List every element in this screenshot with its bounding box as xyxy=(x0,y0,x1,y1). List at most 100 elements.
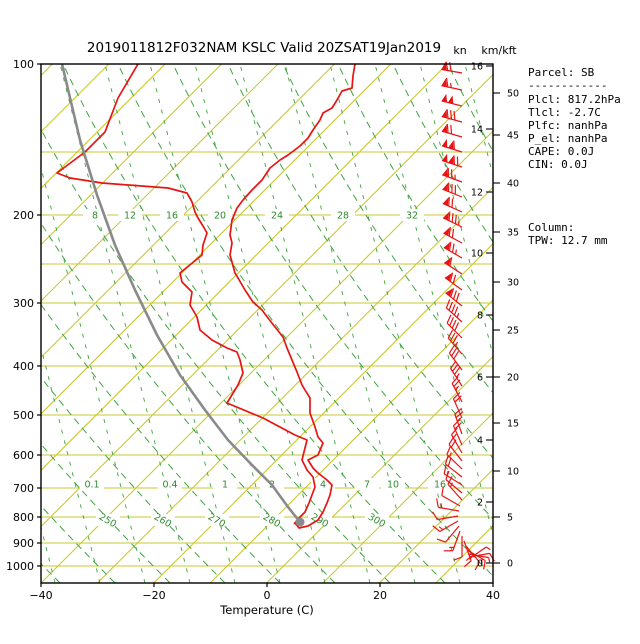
label-mask xyxy=(205,514,229,526)
isoline-value-label: 12 xyxy=(124,211,136,222)
kft-tick-label: 45 xyxy=(507,131,519,142)
wind-barb xyxy=(444,455,463,478)
isotherm-line xyxy=(41,64,166,189)
panel-line-tlcl: Tlcl: -2.7C xyxy=(528,106,601,119)
isoline-value-label: 24 xyxy=(271,211,283,222)
wind-barb xyxy=(443,227,463,244)
dry-adiabat-line xyxy=(172,64,493,520)
isotherm-line xyxy=(41,64,222,246)
dry-adiabat-line xyxy=(41,128,391,583)
temp-tick-label: −40 xyxy=(29,589,52,602)
wind-barb xyxy=(444,272,463,291)
wind-barb xyxy=(445,288,463,307)
temp-tick-label: 0 xyxy=(264,589,271,602)
parcel-origin-marker xyxy=(295,517,305,527)
wind-barb xyxy=(442,167,463,183)
isotherm-line xyxy=(41,73,493,528)
wind-barb xyxy=(447,329,463,355)
panel-line-parcel: Parcel: SB xyxy=(528,66,595,79)
mixing-ratio-line xyxy=(374,64,493,537)
mixing-ratio-line xyxy=(41,345,101,583)
kft-tick-label: 20 xyxy=(507,373,519,384)
pressure-tick-label: 600 xyxy=(13,449,34,462)
wind-barb xyxy=(436,498,460,512)
wind-barb xyxy=(446,314,463,339)
wind-barb xyxy=(450,360,463,387)
chart-title: 2019011812F032NAM KSLC Valid 20ZSAT19Jan… xyxy=(87,40,441,56)
dry-adiabat-line xyxy=(62,64,446,583)
isoline-value-label: 0.4 xyxy=(162,480,177,491)
km-tick-label: 6 xyxy=(477,373,483,384)
label-mask xyxy=(158,478,182,490)
pressure-tick-label: 800 xyxy=(13,511,34,524)
wind-units-label: kn xyxy=(453,44,466,57)
isotherm-line xyxy=(322,412,493,583)
wind-barb xyxy=(445,470,463,494)
dry-adiabat-line xyxy=(392,64,493,243)
kft-tick-label: 10 xyxy=(507,467,519,478)
label-mask xyxy=(428,478,452,490)
label-mask xyxy=(96,514,120,526)
dry-adiabat-line xyxy=(41,303,281,583)
km-tick-label: 16 xyxy=(471,62,483,73)
pressure-tick-label: 200 xyxy=(13,209,34,222)
label-mask xyxy=(160,209,184,221)
isoline-value-label: 7 xyxy=(364,480,370,491)
label-mask xyxy=(83,209,107,221)
temp-tick-label: −20 xyxy=(142,589,165,602)
pressure-tick-label: 700 xyxy=(13,482,34,495)
isoline-value-label: 10 xyxy=(387,480,399,491)
kft-tick-label: 40 xyxy=(507,179,519,190)
label-mask xyxy=(208,209,232,221)
isoline-value-label: 28 xyxy=(337,211,349,222)
label-mask xyxy=(365,514,389,526)
km-tick-label: 4 xyxy=(477,436,483,447)
pressure-tick-label: 900 xyxy=(13,537,34,550)
panel-line-tpw: TPW: 12.7 mm xyxy=(528,234,608,247)
label-mask xyxy=(213,478,237,490)
mixing-ratio-line xyxy=(41,165,146,583)
wind-barb xyxy=(432,520,459,533)
dry-adiabat-line xyxy=(337,64,493,323)
isotherm-line xyxy=(153,243,493,583)
wind-barb xyxy=(441,61,463,74)
label-mask xyxy=(151,514,175,526)
mixing-ratio-line xyxy=(329,64,461,583)
mixing-ratio-line xyxy=(239,64,371,583)
wind-barb xyxy=(465,545,481,571)
wind-barb xyxy=(452,419,463,446)
isotherm-line xyxy=(41,64,392,415)
isotherm-line xyxy=(41,64,110,133)
isotherm-line xyxy=(41,130,493,583)
label-mask xyxy=(355,478,379,490)
isotherm-line xyxy=(41,64,448,471)
wind-barb xyxy=(445,299,463,323)
isotherm-line xyxy=(41,64,53,77)
isoline-value-label: 0.1 xyxy=(84,480,99,491)
km-tick-label: 8 xyxy=(477,311,483,322)
label-mask xyxy=(381,478,405,490)
mixing-ratio-line xyxy=(149,64,281,583)
km-tick-label: 12 xyxy=(471,188,483,199)
kft-tick-label: 35 xyxy=(507,228,519,239)
mixing-ratio-line xyxy=(419,64,493,358)
dry-adiabat-line xyxy=(41,563,61,583)
panel-line-pel: P_el: nanhPa xyxy=(528,132,607,145)
isoline-value-label: 20 xyxy=(214,211,226,222)
isotherm-line xyxy=(379,468,493,583)
kft-tick-label: 0 xyxy=(507,559,513,570)
label-mask xyxy=(260,514,284,526)
x-axis-title: Temperature (C) xyxy=(219,603,314,617)
km-tick-label: 2 xyxy=(477,498,483,509)
dry-adiabat-line xyxy=(41,505,116,583)
isoline-value-label: 1 xyxy=(222,480,228,491)
pressure-tick-label: 100 xyxy=(13,58,34,71)
isoline-value-label: 8 xyxy=(92,211,98,222)
wind-barb xyxy=(444,257,463,275)
panel-line-divider: ------------ xyxy=(528,79,607,92)
pressure-tick-label: 400 xyxy=(13,360,34,373)
